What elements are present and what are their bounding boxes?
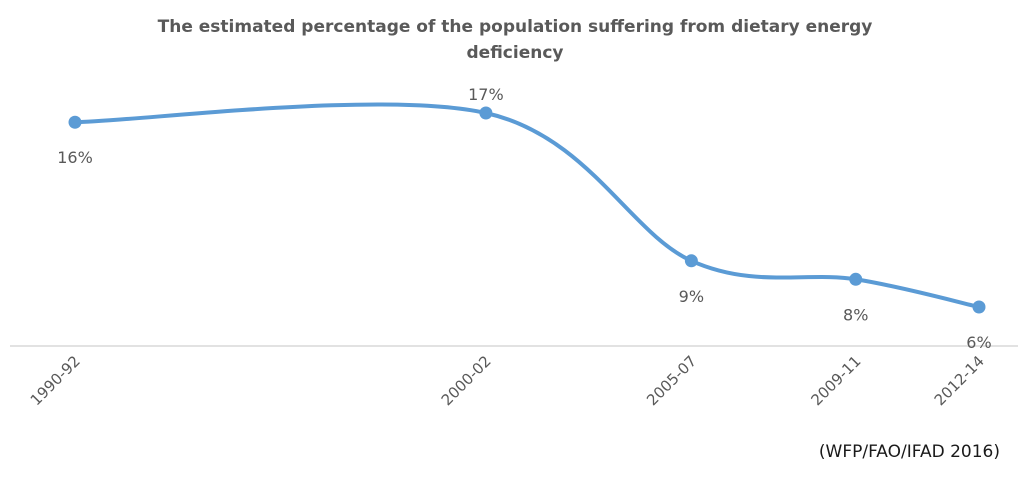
data-point-2009-11[interactable] [849,272,863,286]
x-tick-label-2005-07: 2005-07 [643,352,700,409]
data-label-2000-02: 17% [468,85,504,104]
data-label-2009-11: 8% [843,305,868,324]
data-label-2005-07: 9% [679,287,704,306]
chart-title-line-1: The estimated percentage of the populati… [157,17,873,37]
x-tick-label-2012-14: 2012-14 [931,352,988,409]
data-point-2012-14[interactable] [972,300,986,314]
chart-title: The estimated percentage of the populati… [0,14,1030,66]
data-point-1990-92[interactable] [68,115,82,129]
chart-title-line-2: deficiency [466,43,564,63]
series-group [68,102,986,314]
data-label-1990-92: 16% [57,148,93,167]
x-tick-labels: 1990-92 2000-02 2005-07 2009-11 2012-14 [27,352,988,409]
x-tick-label-2009-11: 2009-11 [808,352,865,409]
data-labels: 16% 17% 9% 8% 6% [57,85,991,352]
x-tick-label-1990-92: 1990-92 [27,352,84,409]
series-line [73,102,981,309]
data-point-2000-02[interactable] [479,106,493,120]
source-note: (WFP/FAO/IFAD 2016) [818,442,1000,462]
data-point-2005-07[interactable] [684,254,698,268]
data-label-2012-14: 6% [966,333,991,352]
x-tick-label-2000-02: 2000-02 [438,352,495,409]
